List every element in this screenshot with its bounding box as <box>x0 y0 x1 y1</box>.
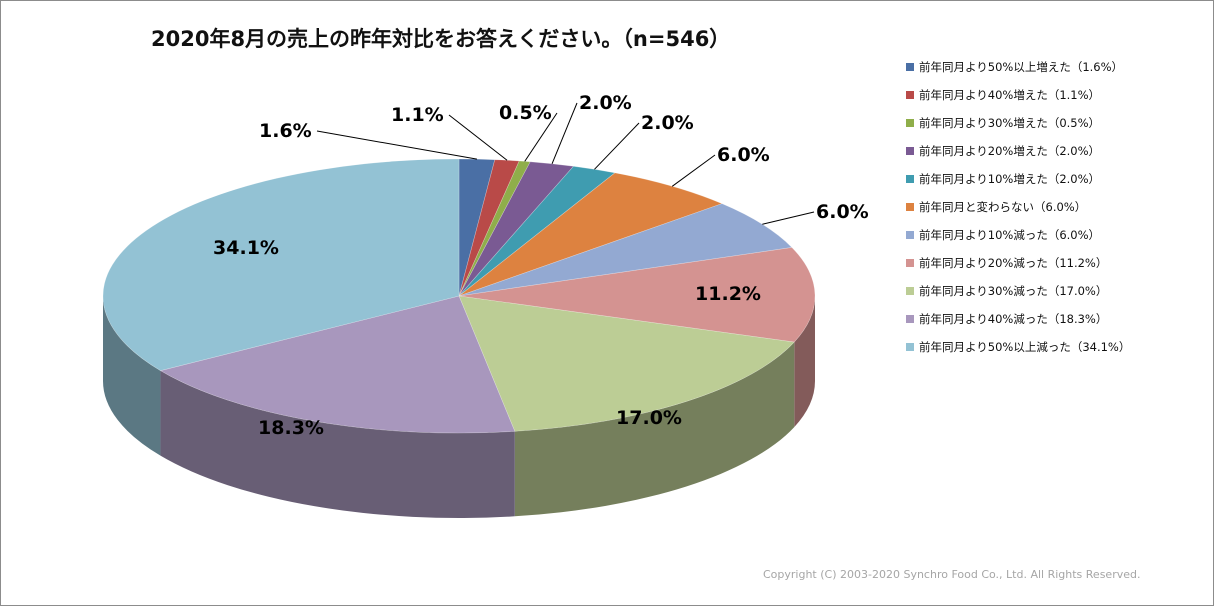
legend-swatch-0 <box>906 63 914 71</box>
pie-slice-8 <box>458 295 795 432</box>
legend: 前年同月より50%以上増えた（1.6%） 前年同月より40%増えた（1.1%） 前年… <box>906 53 1130 361</box>
leader-line-0 <box>316 130 478 160</box>
legend-swatch-4 <box>906 175 914 183</box>
legend-item-4: 前年同月より10%増えた（2.0%） <box>906 165 1130 193</box>
legend-label-0: 前年同月より50%以上増えた（1.6%） <box>919 60 1124 74</box>
leader-line-4 <box>594 122 640 170</box>
legend-item-6: 前年同月より10%減った（6.0%） <box>906 221 1130 249</box>
pie-slice-5 <box>458 172 723 297</box>
data-label-5: 6.0% <box>717 144 770 166</box>
legend-item-0: 前年同月より50%以上増えた（1.6%） <box>906 53 1130 81</box>
pie-side-7 <box>794 296 815 428</box>
data-label-4: 2.0% <box>641 112 694 134</box>
legend-label-1: 前年同月より40%増えた（1.1%） <box>919 88 1101 102</box>
data-label-8: 17.0% <box>616 407 682 429</box>
leader-line-5 <box>671 154 716 187</box>
pie-slice-2 <box>458 160 531 297</box>
legend-swatch-1 <box>906 91 914 99</box>
legend-swatch-6 <box>906 231 914 239</box>
legend-label-5: 前年同月と変わらない（6.0%） <box>919 200 1087 214</box>
legend-label-8: 前年同月より30%減った（17.0%） <box>919 284 1108 298</box>
chart-title: 2020年8月の売上の昨年対比をお答えください。（n=546） <box>151 27 731 51</box>
legend-label-6: 前年同月より10%減った（6.0%） <box>919 228 1101 242</box>
legend-label-9: 前年同月より40%減った（18.3%） <box>919 312 1108 326</box>
legend-label-2: 前年同月より30%増えた（0.5%） <box>919 116 1101 130</box>
legend-swatch-5 <box>906 203 914 211</box>
legend-item-8: 前年同月より30%減った（17.0%） <box>906 277 1130 305</box>
legend-swatch-2 <box>906 119 914 127</box>
data-label-9: 18.3% <box>258 417 324 439</box>
legend-item-2: 前年同月より30%増えた（0.5%） <box>906 109 1130 137</box>
legend-item-1: 前年同月より40%増えた（1.1%） <box>906 81 1130 109</box>
pie-side-8 <box>514 342 795 517</box>
data-label-3: 2.0% <box>579 92 632 114</box>
pie-slice-7 <box>458 247 816 343</box>
legend-label-4: 前年同月より10%増えた（2.0%） <box>919 172 1101 186</box>
leader-line-1 <box>448 114 508 161</box>
legend-swatch-9 <box>906 315 914 323</box>
legend-label-7: 前年同月より20%減った（11.2%） <box>919 256 1108 270</box>
pie-slice-10 <box>102 158 460 371</box>
pie-slice-6 <box>458 203 793 297</box>
legend-item-5: 前年同月と変わらない（6.0%） <box>906 193 1130 221</box>
leader-line-3 <box>551 102 578 164</box>
data-label-0: 1.6% <box>259 120 312 142</box>
pie-side-9 <box>160 370 515 518</box>
legend-item-3: 前年同月より20%増えた（2.0%） <box>906 137 1130 165</box>
data-label-1: 1.1% <box>391 104 444 126</box>
leader-line-2 <box>524 112 558 162</box>
data-label-10: 34.1% <box>213 237 279 259</box>
legend-swatch-3 <box>906 147 914 155</box>
legend-item-9: 前年同月より40%減った（18.3%） <box>906 305 1130 333</box>
data-label-7: 11.2% <box>695 283 761 305</box>
legend-item-7: 前年同月より20%減った（11.2%） <box>906 249 1130 277</box>
leader-line-6 <box>762 211 815 225</box>
legend-swatch-10 <box>906 343 914 351</box>
copyright-text: Copyright (C) 2003-2020 Synchro Food Co.… <box>763 568 1141 581</box>
legend-swatch-7 <box>906 259 914 267</box>
legend-label-3: 前年同月より20%増えた（2.0%） <box>919 144 1101 158</box>
data-label-6: 6.0% <box>816 201 869 223</box>
data-label-2: 0.5% <box>499 102 552 124</box>
pie-side-10 <box>103 296 161 456</box>
legend-swatch-8 <box>906 287 914 295</box>
legend-label-10: 前年同月より50%以上減った（34.1%） <box>919 340 1131 354</box>
pie-slice-9 <box>159 295 516 434</box>
legend-item-10: 前年同月より50%以上減った（34.1%） <box>906 333 1130 361</box>
